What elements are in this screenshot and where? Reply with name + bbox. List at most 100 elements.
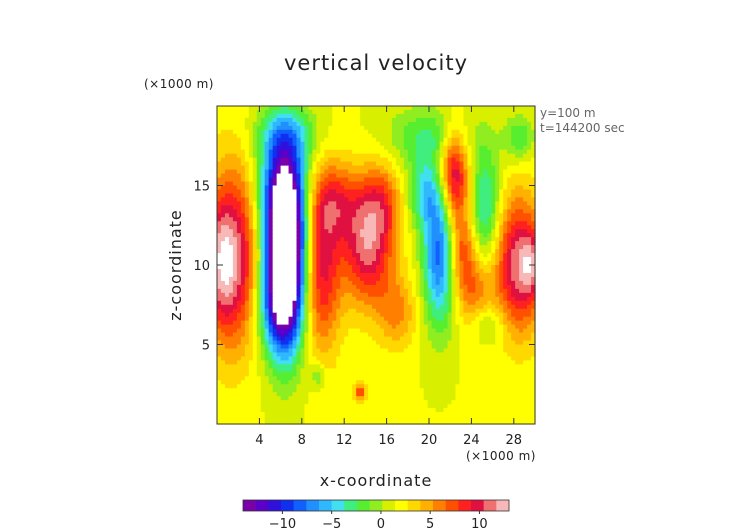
field-cell — [300, 324, 306, 330]
field-cell — [336, 308, 341, 314]
field-cell — [491, 344, 496, 350]
field-cell — [403, 205, 409, 210]
field-cell — [503, 304, 508, 310]
field-cell — [503, 173, 508, 179]
field-cell — [272, 336, 278, 342]
field-cell — [531, 117, 536, 123]
field-cell — [387, 304, 393, 310]
field-cell — [455, 209, 461, 214]
field-cell — [419, 320, 425, 326]
field-cell — [320, 106, 325, 111]
field-cell — [467, 265, 473, 270]
field-cell — [340, 109, 345, 115]
field-cell — [220, 344, 226, 350]
field-cell — [324, 213, 329, 218]
field-cell — [443, 276, 449, 282]
field-cell — [435, 292, 441, 298]
field-cell — [443, 173, 449, 179]
field-cell — [332, 121, 337, 127]
field-cell — [427, 249, 433, 254]
field-cell — [372, 193, 377, 199]
field-cell — [395, 193, 401, 199]
field-cell — [411, 125, 417, 131]
field-cell — [431, 241, 437, 246]
field-cell — [475, 157, 480, 163]
field-cell — [511, 177, 516, 183]
field-cell — [427, 320, 433, 326]
field-cell — [252, 145, 258, 151]
field-cell — [419, 268, 425, 274]
field-cell — [352, 332, 357, 338]
field-cell — [519, 197, 524, 203]
field-cell — [443, 165, 449, 171]
field-cell — [236, 265, 242, 270]
field-cell — [224, 109, 230, 115]
field-cell — [252, 352, 258, 358]
field-cell — [268, 185, 274, 191]
field-cell — [479, 165, 484, 171]
field-cell — [395, 257, 401, 262]
field-cell — [467, 169, 473, 175]
field-cell — [360, 296, 365, 302]
field-cell — [519, 261, 524, 266]
field-cell — [467, 324, 473, 330]
field-cell — [507, 165, 512, 171]
field-cell — [527, 348, 532, 354]
field-cell — [292, 324, 298, 330]
field-cell — [328, 201, 333, 206]
field-cell — [523, 209, 528, 214]
field-cell — [348, 217, 353, 222]
field-cell — [364, 312, 369, 318]
field-cell — [348, 149, 353, 155]
field-cell — [217, 237, 222, 242]
field-cell — [272, 312, 278, 318]
field-cell — [372, 233, 377, 238]
field-cell — [403, 245, 409, 250]
field-cell — [284, 113, 290, 119]
field-cell — [308, 340, 314, 346]
field-cell — [427, 129, 433, 135]
field-cell — [217, 141, 222, 147]
field-cell — [507, 185, 512, 191]
field-cell — [423, 245, 429, 250]
field-cell — [320, 121, 325, 127]
field-cell — [272, 221, 278, 226]
field-cell — [459, 129, 465, 135]
field-cell — [515, 153, 520, 159]
field-cell — [300, 249, 306, 254]
field-cell — [296, 181, 302, 187]
field-cell — [320, 137, 325, 143]
field-cell — [312, 165, 317, 171]
field-cell — [320, 344, 325, 350]
field-cell — [356, 344, 361, 350]
field-cell — [340, 193, 345, 199]
field-cell — [356, 300, 361, 306]
field-cell — [487, 241, 492, 246]
field-cell — [399, 189, 405, 195]
field-cell — [379, 272, 385, 278]
field-cell — [459, 201, 465, 206]
field-cell — [479, 201, 484, 206]
field-cell — [419, 109, 425, 115]
field-cell — [368, 300, 373, 306]
field-cell — [519, 137, 524, 143]
field-cell — [403, 288, 409, 294]
field-cell — [320, 217, 325, 222]
field-cell — [336, 257, 341, 262]
field-cell — [403, 225, 409, 230]
field-cell — [364, 328, 369, 334]
field-cell — [487, 276, 492, 282]
field-cell — [232, 316, 238, 322]
field-cell — [499, 129, 504, 135]
field-cell — [427, 229, 433, 234]
field-cell — [391, 249, 397, 254]
field-cell — [300, 229, 306, 234]
field-cell — [459, 165, 465, 171]
field-cell — [379, 261, 385, 266]
field-cell — [368, 125, 373, 131]
field-cell — [344, 221, 349, 226]
field-cell — [531, 185, 536, 191]
field-cell — [507, 261, 512, 266]
field-cell — [511, 292, 516, 298]
field-cell — [379, 336, 385, 342]
